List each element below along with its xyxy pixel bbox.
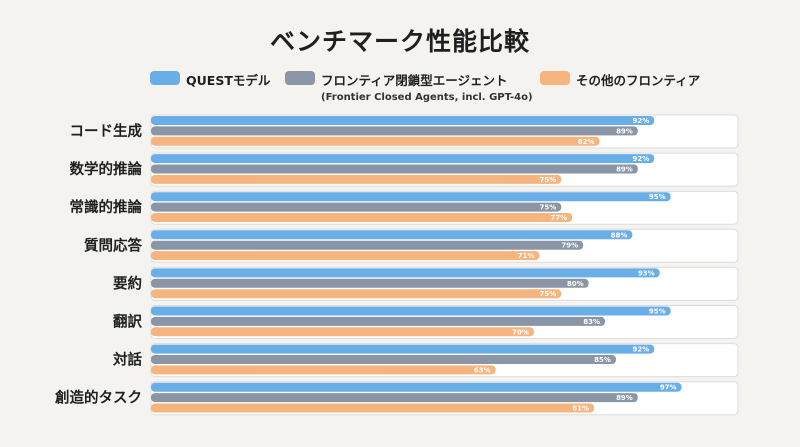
bar	[151, 230, 633, 240]
category-label: 質問応答	[84, 236, 142, 254]
data-label: 83%	[583, 318, 600, 326]
data-label: 71%	[518, 252, 535, 260]
chart-title: ベンチマーク性能比較	[269, 27, 530, 56]
data-label: 75%	[539, 290, 556, 298]
data-label: 75%	[539, 176, 556, 184]
category-label: 数学的推論	[70, 160, 143, 178]
data-label: 95%	[649, 193, 666, 201]
data-label: 70%	[512, 328, 529, 336]
data-label: 88%	[611, 231, 628, 239]
data-label: 77%	[550, 214, 567, 222]
bar	[151, 251, 540, 261]
data-label: 82%	[578, 138, 595, 146]
category-label: 翻訳	[113, 313, 142, 331]
bar	[151, 116, 655, 125]
legend-label-other-frontier: その他のフロンティア	[576, 73, 701, 88]
bar	[151, 154, 655, 164]
bar	[151, 365, 496, 375]
bar	[151, 393, 638, 403]
legend-swatch-quest	[150, 71, 180, 85]
legend-text-frontier-closed: フロンティア閉鎖型エージェント (Frontier Closed Agents,…	[321, 70, 533, 103]
bar	[151, 355, 616, 364]
legend: QUESTモデル フロンティア閉鎖型エージェント (Frontier Close…	[0, 70, 800, 110]
bar	[151, 344, 655, 354]
data-label: 80%	[567, 280, 584, 288]
bar	[151, 126, 638, 136]
legend-swatch-frontier-closed	[285, 71, 315, 85]
data-label: 92%	[632, 117, 649, 125]
data-label: 95%	[649, 308, 666, 316]
bar	[151, 316, 606, 326]
bar	[151, 382, 682, 392]
data-label: 79%	[561, 242, 578, 250]
bar	[151, 327, 534, 337]
bar	[151, 202, 562, 212]
category-label: 要約	[113, 274, 142, 292]
data-label: 89%	[616, 127, 633, 135]
data-label: 92%	[632, 346, 649, 354]
data-label: 75%	[539, 204, 556, 212]
data-label: 81%	[572, 405, 589, 413]
data-label: 93%	[638, 269, 655, 277]
bar	[151, 268, 660, 278]
data-label: 89%	[616, 394, 633, 402]
bar	[151, 306, 671, 316]
legend-swatch-other-frontier	[540, 71, 570, 85]
bar	[151, 192, 671, 202]
bar	[151, 174, 562, 184]
legend-item-frontier-closed: フロンティア閉鎖型エージェント (Frontier Closed Agents,…	[285, 70, 533, 103]
data-label: 92%	[632, 155, 649, 163]
bar	[151, 213, 573, 222]
data-label: 63%	[474, 366, 491, 374]
category-label: コード生成	[70, 122, 143, 140]
bar	[151, 164, 638, 174]
legend-label-frontier-closed: フロンティア閉鎖型エージェント	[321, 73, 508, 88]
bar	[151, 240, 584, 250]
bar	[151, 136, 600, 146]
legend-item-other-frontier: その他のフロンティア	[540, 70, 700, 89]
data-label: 89%	[616, 166, 633, 174]
data-label: 85%	[594, 356, 611, 364]
category-label: 対話	[112, 351, 142, 369]
category-label: 創造的タスク	[54, 389, 142, 407]
legend-label-quest: QUESTモデル	[186, 73, 271, 88]
category-label: 常識的推論	[70, 198, 143, 216]
bar	[151, 403, 595, 413]
bar	[151, 289, 562, 299]
legend-sublabel-frontier-closed: (Frontier Closed Agents, incl. GPT-4o)	[321, 92, 533, 103]
legend-item-quest: QUESTモデル	[150, 70, 270, 89]
bar	[151, 278, 589, 288]
data-label: 97%	[660, 384, 677, 392]
